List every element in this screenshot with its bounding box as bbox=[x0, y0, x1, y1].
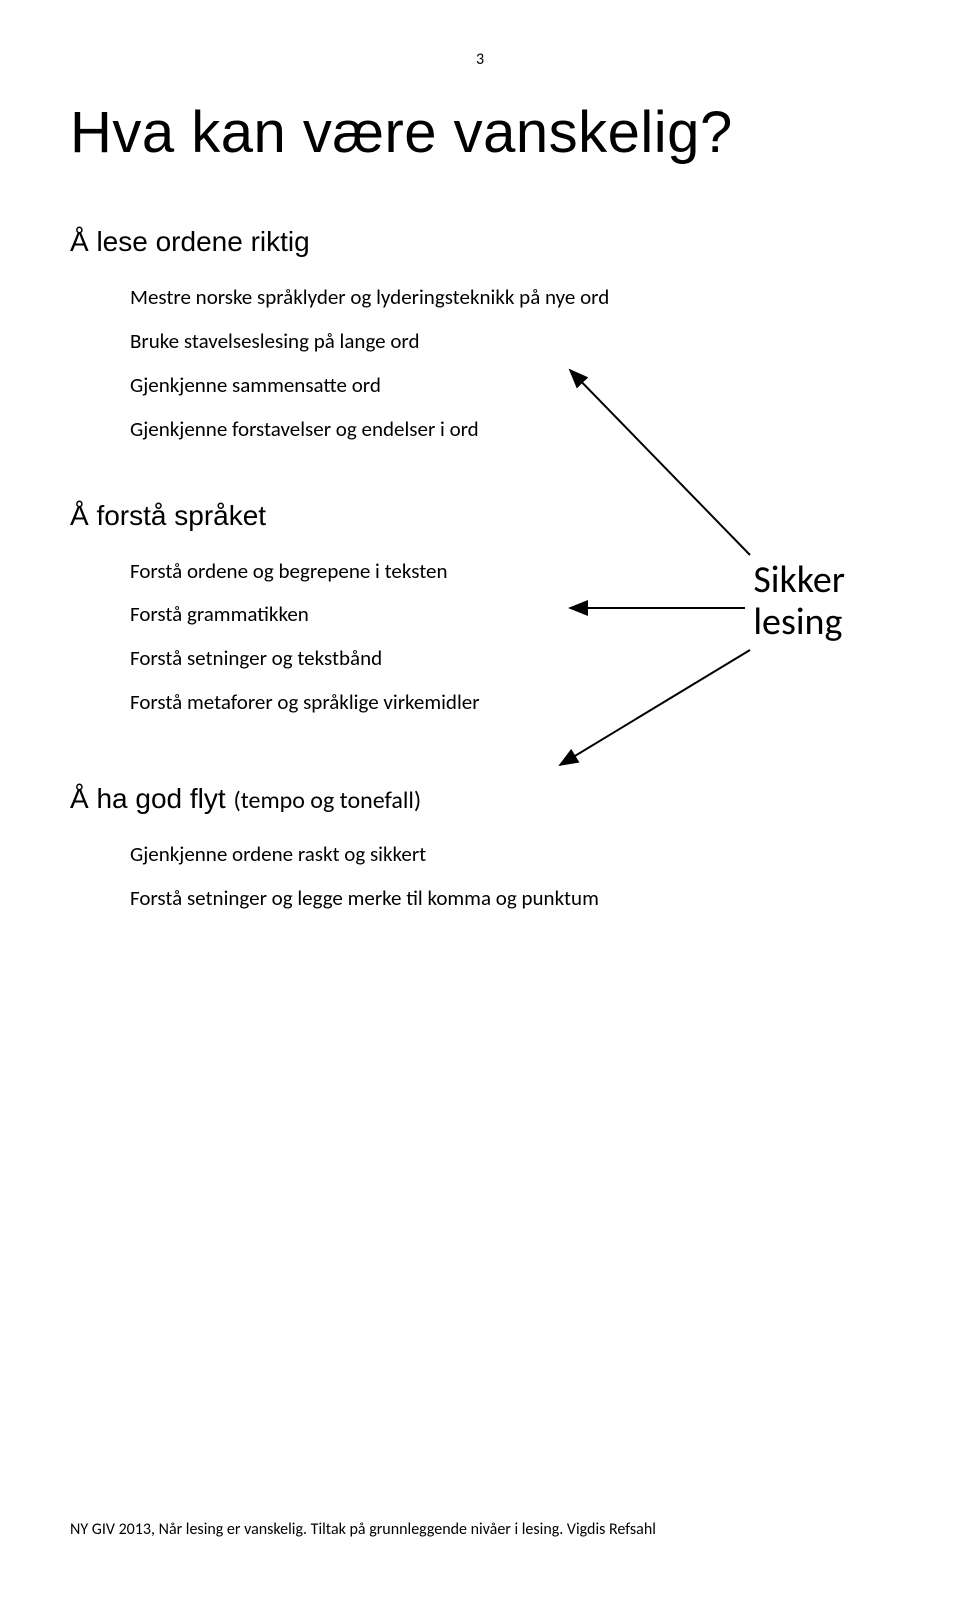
list-item: Gjenkjenne sammensatte ord bbox=[130, 366, 890, 406]
callout-sikker-lesing: Sikker lesing bbox=[753, 560, 845, 644]
list-item: Gjenkjenne forstavelser og endelser i or… bbox=[130, 410, 890, 450]
list-item: Forstå metaforer og språklige virkemidle… bbox=[130, 683, 890, 723]
callout-line2: lesing bbox=[753, 602, 845, 644]
list-item: Forstå setninger og legge merke til komm… bbox=[130, 879, 890, 919]
list-item: Bruke stavelseslesing på lange ord bbox=[130, 322, 890, 362]
footer-text: NY GIV 2013, Når lesing er vanskelig. Ti… bbox=[70, 1520, 656, 1539]
section3-title-part2: (tempo og tonefall) bbox=[233, 786, 421, 815]
list-item: Mestre norske språklyder og lyderingstek… bbox=[130, 278, 890, 318]
callout-line1: Sikker bbox=[753, 560, 845, 602]
main-title: Hva kan være vanskelig? bbox=[70, 99, 890, 166]
list-item: Forstå setninger og tekstbånd bbox=[130, 639, 890, 679]
section1-title: Å lese ordene riktig bbox=[70, 226, 890, 258]
section-god-flyt: Å ha god flyt (tempo og tonefall) Gjenkj… bbox=[70, 783, 890, 919]
section-lese-ordene: Å lese ordene riktig Mestre norske språk… bbox=[70, 226, 890, 450]
list-item: Gjenkjenne ordene raskt og sikkert bbox=[130, 835, 890, 875]
section1-list: Mestre norske språklyder og lyderingstek… bbox=[130, 278, 890, 450]
section3-title-part1: Å ha god flyt bbox=[70, 783, 233, 814]
section2-title: Å forstå språket bbox=[70, 500, 890, 532]
section3-list: Gjenkjenne ordene raskt og sikkert Forst… bbox=[130, 835, 890, 919]
page-number: 3 bbox=[70, 50, 890, 69]
